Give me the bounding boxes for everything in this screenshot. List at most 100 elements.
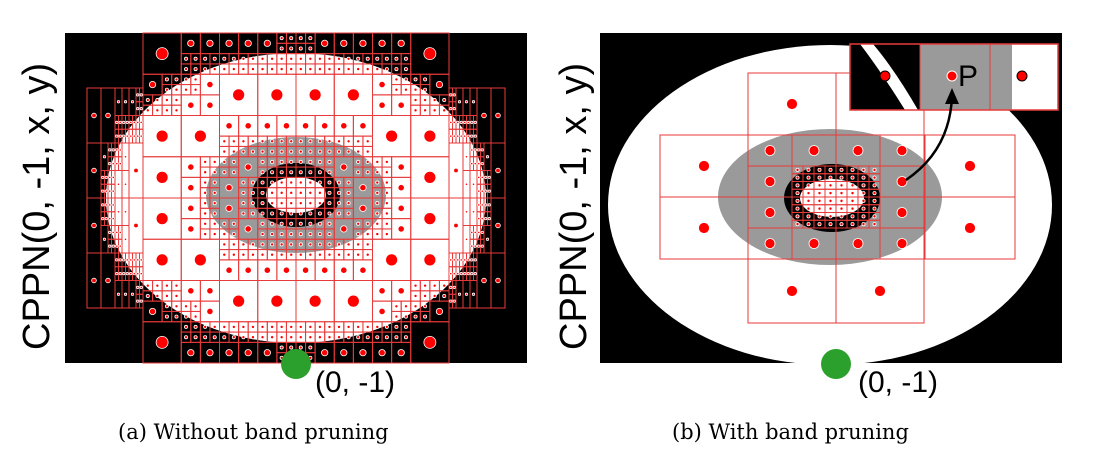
sample-point	[764, 176, 776, 187]
sample-point	[279, 201, 284, 206]
sample-point	[463, 258, 467, 262]
sample-point	[139, 299, 143, 303]
sample-point	[308, 170, 313, 175]
sample-point	[184, 324, 189, 329]
sample-point	[108, 230, 112, 234]
sample-point	[301, 122, 310, 130]
sample-point	[282, 266, 291, 274]
sample-point	[375, 190, 380, 195]
sample-point	[105, 277, 111, 284]
sample-point	[289, 201, 294, 206]
sample-point	[231, 221, 236, 226]
sample-point	[139, 107, 143, 111]
sample-point	[270, 88, 284, 102]
sample-point	[289, 221, 294, 226]
sample-point	[102, 155, 107, 159]
sample-point	[872, 167, 877, 172]
sample-point	[327, 159, 332, 164]
sample-point	[327, 139, 332, 144]
sample-point	[828, 198, 833, 203]
sample-point	[91, 222, 97, 229]
sample-point	[850, 214, 855, 219]
sample-point	[241, 67, 246, 72]
sample-point	[850, 191, 855, 196]
sample-point	[495, 277, 501, 284]
sample-point	[394, 324, 399, 329]
sample-point	[449, 258, 453, 262]
sample-point	[184, 56, 189, 61]
sample-point	[850, 167, 855, 172]
sample-point	[403, 87, 408, 92]
sample-point	[413, 304, 418, 309]
sample-point	[477, 244, 481, 248]
sample-point	[125, 134, 129, 138]
sample-point	[346, 335, 351, 340]
sample-point	[187, 163, 195, 171]
sample-point	[403, 56, 408, 61]
sample-point	[222, 252, 227, 257]
sample-point	[132, 120, 136, 124]
sample-point	[308, 335, 313, 340]
sample-point	[896, 145, 908, 156]
sample-point	[403, 314, 408, 319]
sample-point	[375, 201, 380, 206]
sample-point	[487, 175, 491, 179]
sample-point	[155, 98, 160, 103]
sample-point	[356, 56, 361, 61]
sample-point	[104, 175, 108, 179]
sample-point	[193, 67, 198, 72]
sample-point	[384, 159, 389, 164]
sample-point	[317, 242, 322, 247]
sample-point	[384, 324, 389, 329]
sample-point	[212, 232, 217, 237]
sample-point	[116, 292, 121, 296]
sample-point	[346, 180, 351, 185]
sample-point	[184, 67, 189, 72]
sample-point	[289, 67, 294, 72]
sample-point	[480, 189, 484, 193]
sample-point	[456, 272, 460, 276]
sample-point	[839, 222, 844, 227]
sample-point	[289, 180, 294, 185]
sample-point	[346, 88, 360, 102]
sample-point	[270, 201, 275, 206]
sample-point	[470, 230, 474, 234]
sample-point	[365, 149, 370, 154]
sample-point	[260, 221, 265, 226]
sample-point	[203, 56, 208, 61]
sample-point	[132, 134, 136, 138]
sample-point	[111, 175, 115, 179]
panel-b-origin-marker	[821, 349, 851, 379]
sample-point	[473, 134, 477, 138]
sample-point	[359, 39, 367, 47]
sample-point	[485, 237, 490, 241]
sample-point	[308, 242, 313, 247]
sample-point	[464, 237, 469, 241]
sample-point	[187, 184, 195, 192]
sample-point	[145, 293, 150, 298]
sample-point	[464, 100, 469, 104]
sample-point	[449, 120, 453, 124]
sample-point	[118, 120, 122, 124]
sample-point	[473, 230, 477, 234]
sample-point	[279, 159, 284, 164]
sample-point	[327, 211, 332, 216]
sample-point	[244, 39, 252, 47]
sample-point	[850, 222, 855, 227]
sample-point	[231, 149, 236, 154]
sample-point	[327, 180, 332, 185]
sample-point	[289, 232, 294, 237]
sample-point	[212, 159, 217, 164]
sample-point	[861, 167, 866, 172]
sample-point	[337, 335, 342, 340]
sample-point	[861, 214, 866, 219]
sample-point	[317, 56, 322, 61]
sample-point	[346, 294, 360, 308]
sample-point	[250, 252, 255, 257]
sample-point	[470, 120, 474, 124]
sample-point	[184, 304, 189, 309]
sample-point	[459, 134, 463, 138]
sample-point	[340, 39, 348, 47]
sample-point	[115, 272, 119, 276]
sample-point	[270, 149, 275, 154]
